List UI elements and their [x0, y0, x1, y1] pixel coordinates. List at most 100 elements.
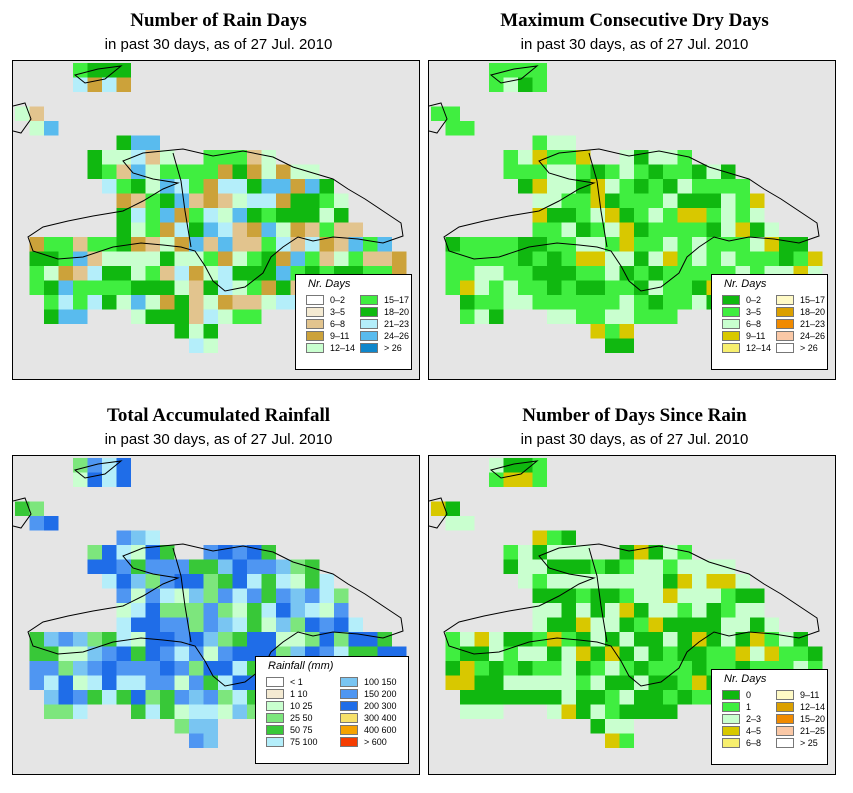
grid-cell	[203, 603, 218, 618]
legend-swatch	[306, 343, 324, 353]
grid-cell	[721, 208, 736, 223]
grid-cell	[232, 704, 247, 719]
grid-cell	[102, 237, 117, 252]
grid-cell	[218, 179, 233, 194]
grid-cell	[634, 545, 649, 560]
grid-cell	[218, 704, 233, 719]
grid-cell	[203, 193, 218, 208]
grid-cell	[276, 559, 291, 574]
grid-cell	[576, 251, 591, 266]
grid-cell	[605, 733, 620, 748]
grid-cell	[677, 222, 692, 237]
grid-cell	[460, 632, 475, 647]
grid-cell	[58, 309, 73, 324]
grid-cell	[218, 280, 233, 295]
grid-cell	[605, 193, 620, 208]
grid-cell	[677, 179, 692, 194]
grid-cell	[145, 661, 160, 676]
grid-cell	[116, 646, 131, 661]
grid-cell	[692, 559, 707, 574]
grid-cell	[445, 251, 460, 266]
map-since-rain: Nr. Days 0 1 2–3 4–5 6–8 9–11 12–14 15–20 21–25 >…	[428, 455, 836, 775]
grid-cell	[145, 309, 160, 324]
grid-cell	[590, 632, 605, 647]
grid-cell	[218, 646, 233, 661]
grid-cell	[547, 179, 562, 194]
grid-cell	[203, 545, 218, 560]
legend-label: 21–23	[800, 319, 826, 329]
grid-cell	[232, 559, 247, 574]
grid-cell	[532, 472, 547, 487]
legend-label: 6–8	[746, 319, 762, 329]
grid-cell	[634, 704, 649, 719]
grid-cell	[203, 324, 218, 339]
grid-cell	[232, 295, 247, 310]
grid-cell	[532, 237, 547, 252]
grid-cell	[706, 179, 721, 194]
grid-cell	[663, 280, 678, 295]
grid-cell	[677, 690, 692, 705]
grid-cell	[634, 193, 649, 208]
grid-cell	[634, 690, 649, 705]
grid-cell	[348, 251, 363, 266]
grid-cell	[532, 574, 547, 589]
grid-cell	[218, 222, 233, 237]
grid-cell	[131, 661, 146, 676]
grid-cell	[203, 574, 218, 589]
grid-cells	[431, 458, 823, 748]
grid-cell	[605, 704, 620, 719]
grid-cell	[218, 266, 233, 281]
grid-cell	[44, 516, 59, 531]
grid-cell	[576, 646, 591, 661]
border-line	[588, 547, 608, 643]
grid-cell	[319, 603, 334, 618]
grid-cell	[145, 704, 160, 719]
grid-cell	[160, 704, 175, 719]
grid-cell	[590, 251, 605, 266]
grid-cell	[532, 661, 547, 676]
grid-cell	[145, 208, 160, 223]
grid-cell	[518, 150, 533, 165]
grid-cell	[363, 632, 378, 647]
grid-cell	[261, 545, 276, 560]
grid-cell	[247, 222, 262, 237]
grid-cell	[590, 266, 605, 281]
grid-cell	[634, 632, 649, 647]
legend-label: > 26	[384, 343, 402, 353]
grid-cell	[619, 559, 634, 574]
grid-cell	[764, 646, 779, 661]
grid-cell	[445, 675, 460, 690]
grid-cell	[73, 237, 88, 252]
grid-cell	[160, 690, 175, 705]
grid-cell	[590, 309, 605, 324]
grid-cell	[605, 280, 620, 295]
grid-cell	[218, 617, 233, 632]
grid-cell	[58, 266, 73, 281]
grid-cell	[663, 617, 678, 632]
legend-label: > 600	[364, 737, 387, 747]
grid-cell	[305, 164, 320, 179]
legend-swatch	[722, 690, 740, 700]
grid-cell	[619, 237, 634, 252]
grid-cell	[460, 661, 475, 676]
grid-cell	[605, 324, 620, 339]
grid-cell	[160, 193, 175, 208]
grid-cell	[590, 559, 605, 574]
grid-cell	[474, 237, 489, 252]
grid-cell	[561, 208, 576, 223]
grid-cell	[73, 266, 88, 281]
grid-cell	[305, 208, 320, 223]
grid-cell	[174, 222, 189, 237]
grid-cell	[547, 193, 562, 208]
grid-cell	[73, 77, 88, 92]
legend-swatch	[340, 725, 358, 735]
grid-cell	[547, 135, 562, 150]
grid-cell	[319, 251, 334, 266]
legend-label: 0	[746, 690, 752, 700]
grid-cell	[793, 632, 808, 647]
grid-cell	[561, 603, 576, 618]
grid-cell	[247, 603, 262, 618]
grid-cell	[218, 208, 233, 223]
grid-cell	[73, 661, 88, 676]
grid-cell	[102, 251, 117, 266]
